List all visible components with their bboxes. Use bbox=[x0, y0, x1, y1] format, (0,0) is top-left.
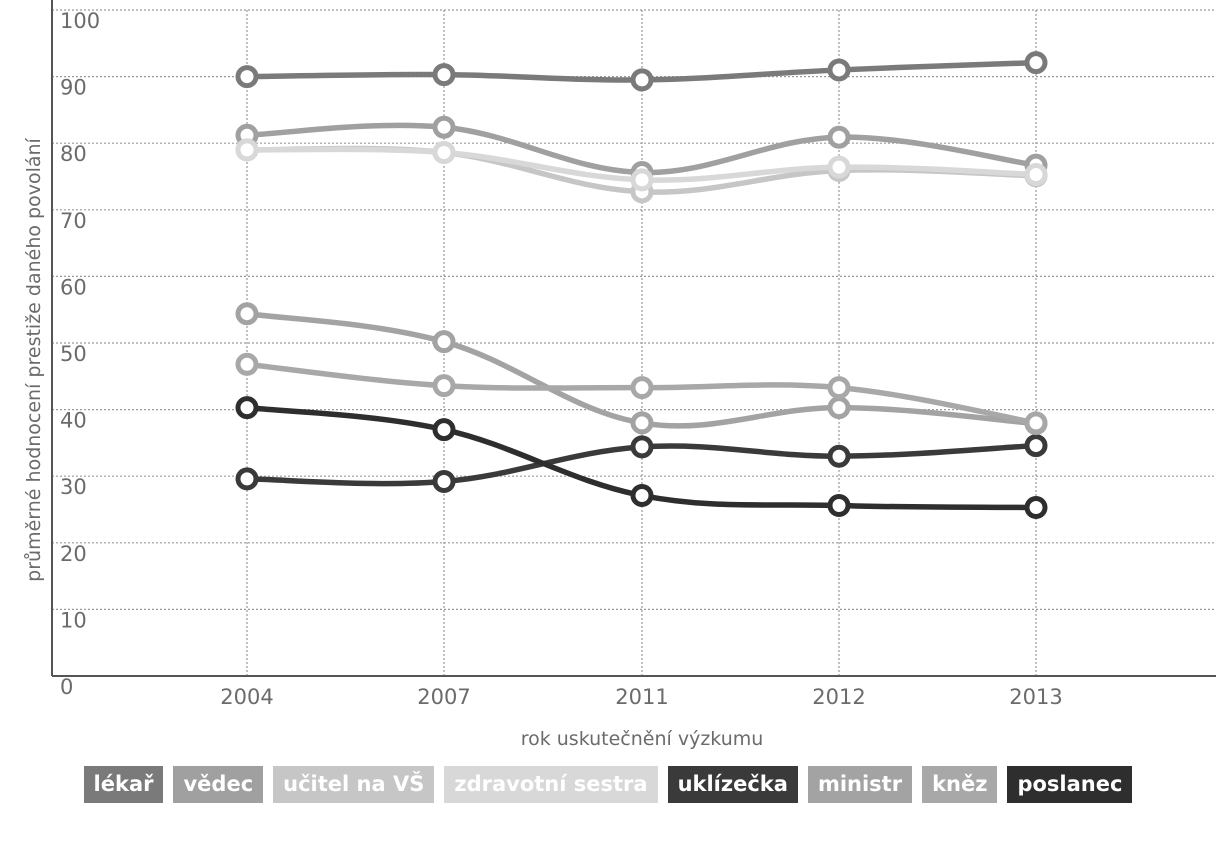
y-tick-label: 30 bbox=[60, 475, 87, 499]
data-point[interactable] bbox=[827, 58, 851, 82]
data-point[interactable] bbox=[630, 411, 654, 435]
legend-item[interactable]: zdravotní sestra bbox=[444, 766, 658, 803]
series-7 bbox=[235, 352, 1048, 435]
data-point[interactable] bbox=[630, 376, 654, 400]
data-point[interactable] bbox=[1024, 163, 1048, 187]
data-point[interactable] bbox=[432, 418, 456, 442]
data-point[interactable] bbox=[1024, 411, 1048, 435]
y-tick-label: 40 bbox=[60, 409, 87, 433]
x-tick-label: 2012 bbox=[812, 685, 865, 709]
y-tick-label: 20 bbox=[60, 542, 87, 566]
series-4 bbox=[235, 138, 1048, 192]
series-5 bbox=[235, 434, 1048, 494]
x-tick-label: 2007 bbox=[417, 685, 470, 709]
data-point[interactable] bbox=[432, 374, 456, 398]
legend: lékař vědec učitel na VŠ zdravotní sestra uk… bbox=[40, 766, 1176, 803]
legend-item[interactable]: ministr bbox=[807, 766, 913, 803]
data-point[interactable] bbox=[630, 484, 654, 508]
x-tick-label: 2013 bbox=[1009, 685, 1062, 709]
y-tick-label: 60 bbox=[60, 275, 87, 299]
series-8 bbox=[235, 396, 1048, 520]
data-point[interactable] bbox=[827, 444, 851, 468]
data-point[interactable] bbox=[235, 138, 259, 162]
legend-item[interactable]: uklízečka bbox=[667, 766, 798, 803]
x-tick-label: 2004 bbox=[220, 685, 273, 709]
x-tick-labels: 2004 2007 2011 2012 2013 bbox=[220, 685, 1062, 709]
legend-item[interactable]: lékař bbox=[83, 766, 164, 803]
y-tick-label: 50 bbox=[60, 342, 87, 366]
data-point[interactable] bbox=[235, 467, 259, 491]
data-point[interactable] bbox=[235, 65, 259, 89]
axes bbox=[51, 0, 1216, 677]
data-point[interactable] bbox=[827, 155, 851, 179]
data-point[interactable] bbox=[235, 396, 259, 420]
data-point[interactable] bbox=[630, 168, 654, 192]
data-point[interactable] bbox=[1024, 51, 1048, 75]
data-point[interactable] bbox=[235, 302, 259, 326]
data-point[interactable] bbox=[235, 352, 259, 376]
y-tick-label: 100 bbox=[60, 9, 100, 33]
y-tick-label: 70 bbox=[60, 209, 87, 233]
legend-item[interactable]: učitel na VŠ bbox=[273, 766, 435, 803]
data-point[interactable] bbox=[630, 435, 654, 459]
data-point[interactable] bbox=[827, 125, 851, 149]
data-point[interactable] bbox=[1024, 496, 1048, 520]
data-point[interactable] bbox=[432, 330, 456, 354]
data-point[interactable] bbox=[630, 68, 654, 92]
data-point[interactable] bbox=[432, 115, 456, 139]
x-axis-title: rok uskutečnění výzkumu bbox=[521, 728, 764, 750]
y-tick-label: 10 bbox=[60, 608, 87, 632]
data-point[interactable] bbox=[827, 396, 851, 420]
y-tick-label: 80 bbox=[60, 142, 87, 166]
legend-item[interactable]: vědec bbox=[173, 766, 264, 803]
legend-item[interactable]: kněz bbox=[922, 766, 998, 803]
grid-lines bbox=[52, 9, 1216, 676]
data-point[interactable] bbox=[1024, 434, 1048, 458]
data-point[interactable] bbox=[432, 141, 456, 165]
data-point[interactable] bbox=[827, 376, 851, 400]
legend-item[interactable]: poslanec bbox=[1007, 766, 1133, 803]
series-lines bbox=[235, 51, 1048, 520]
x-tick-label: 2011 bbox=[615, 685, 668, 709]
y-tick-label: 0 bbox=[60, 675, 73, 699]
y-tick-label: 90 bbox=[60, 76, 87, 100]
series-1 bbox=[235, 51, 1048, 92]
data-point[interactable] bbox=[432, 470, 456, 494]
data-point[interactable] bbox=[827, 494, 851, 518]
y-axis-title: průměrné hodnocení prestiže daného povol… bbox=[23, 137, 45, 581]
data-point[interactable] bbox=[432, 63, 456, 87]
y-tick-labels: 0 10 20 30 40 50 60 70 80 90 100 bbox=[60, 9, 100, 699]
